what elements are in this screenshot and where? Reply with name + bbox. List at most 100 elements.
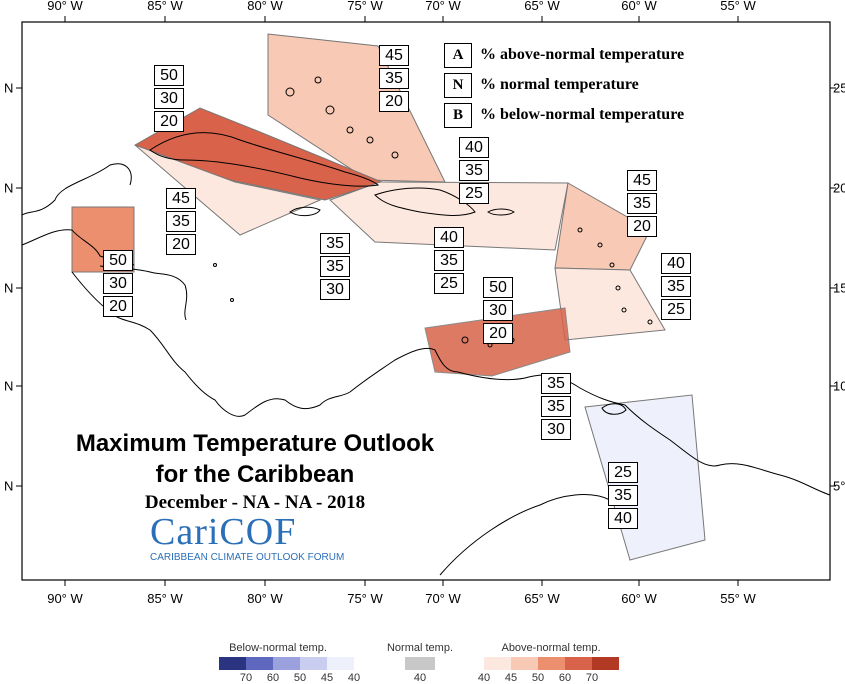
prob-box-cuba: 50 30 20: [154, 65, 184, 132]
prob-above: 40: [661, 253, 691, 274]
lat-tick-left: N: [4, 478, 14, 494]
island-puerto-rico: [487, 208, 515, 216]
colorbar-swatch-above-70: [592, 657, 619, 670]
prob-below: 30: [541, 419, 571, 440]
lat-tick-left: N: [4, 80, 14, 96]
legend-text: % below-normal temperature: [480, 106, 685, 123]
prob-normal: 30: [483, 300, 513, 321]
lon-tick-top: 90° W: [47, 0, 83, 13]
colorbar-label: 70: [239, 672, 253, 684]
legend-row-normal: N % normal temperature: [444, 70, 684, 100]
prob-normal: 35: [459, 160, 489, 181]
legend-letter: A: [444, 42, 472, 68]
coast-central-america: [71, 271, 246, 417]
coast-south-interior: [439, 494, 611, 576]
prob-below: 20: [627, 216, 657, 237]
lon-tick-top: 60° W: [621, 0, 657, 13]
prob-above: 50: [154, 65, 184, 86]
lon-tick-bottom: 90° W: [47, 591, 83, 606]
prob-normal: 35: [320, 256, 350, 277]
colorbar-label: 40: [477, 672, 491, 684]
prob-normal: 35: [608, 485, 638, 506]
lon-tick-bottom: 70° W: [425, 591, 461, 606]
legend-row-below: B % below-normal temperature: [444, 100, 684, 130]
colorbar-label: 40: [413, 672, 427, 684]
prob-above: 50: [483, 277, 513, 298]
prob-box-turks-caicos: 40 35 25: [459, 137, 489, 204]
island-jamaica: [289, 206, 321, 217]
map-title-second-line: for the Caribbean: [155, 461, 355, 488]
lon-tick-top: 85° W: [147, 0, 183, 13]
prob-box-trinidad-tobago: 35 35 30: [541, 373, 571, 440]
prob-box-abc-islands: 50 30 20: [483, 277, 513, 344]
prob-normal: 35: [434, 250, 464, 271]
lon-tick-bottom: 80° W: [247, 591, 283, 606]
colorbar-swatch-above-60: [565, 657, 592, 670]
tick-marks: [16, 16, 836, 586]
colorbar-above-title: Above-normal temp.: [501, 642, 601, 654]
prob-normal: 35: [541, 396, 571, 417]
prob-above: 40: [434, 227, 464, 248]
region-guianas: [584, 394, 706, 561]
lon-tick-bottom: 85° W: [147, 591, 183, 606]
prob-normal: 35: [379, 68, 409, 89]
prob-below: 20: [166, 234, 196, 255]
prob-normal: 35: [661, 276, 691, 297]
prob-below: 20: [379, 91, 409, 112]
legend-text: % above-normal temperature: [480, 46, 685, 63]
colorbar-swatch-below-50: [273, 657, 300, 670]
prob-above: 50: [103, 250, 133, 271]
colorbar-below-title: Below-normal temp.: [229, 642, 327, 654]
prob-above: 45: [166, 188, 196, 209]
lon-tick-top: 80° W: [247, 0, 283, 13]
logo-wordmark: CariCOF: [150, 511, 297, 553]
legend-row-above: A % above-normal temperature: [444, 40, 684, 70]
prob-below: 30: [320, 279, 350, 300]
colorbar-label: 60: [266, 672, 280, 684]
colorbar-label: 50: [293, 672, 307, 684]
lat-tick-right: 25: [833, 80, 845, 96]
legend-letter: B: [444, 102, 472, 128]
lon-tick-bottom: 55° W: [720, 591, 756, 606]
coast-panama: [244, 391, 351, 416]
legend-text: % normal temperature: [480, 76, 639, 93]
forecast-regions: [71, 33, 706, 561]
prob-normal: 35: [166, 211, 196, 232]
probability-legend: A % above-normal temperature N % normal …: [444, 40, 684, 130]
island-trinidad: [601, 403, 627, 415]
prob-above: 25: [608, 462, 638, 483]
caricof-logo: CariCOF CARIBBEAN CLIMATE OUTLOOK FORUM: [150, 512, 350, 563]
lon-tick-bottom: 65° W: [524, 591, 560, 606]
prob-box-belize: 50 30 20: [103, 250, 133, 317]
colorbar-label: 40: [347, 672, 361, 684]
lon-tick-top: 70° W: [425, 0, 461, 13]
region-hispaniola: [329, 181, 569, 251]
prob-above: 45: [379, 45, 409, 66]
logo-subtitle: CARIBBEAN CLIMATE OUTLOOK FORUM: [150, 552, 345, 563]
prob-above: 45: [627, 170, 657, 191]
lat-tick-left: N: [4, 180, 14, 196]
region-bahamas: [267, 33, 446, 183]
prob-above: 35: [541, 373, 571, 394]
prob-box-guianas: 25 35 40: [608, 462, 638, 529]
lon-tick-top: 75° W: [347, 0, 383, 13]
prob-normal: 30: [103, 273, 133, 294]
prob-below: 20: [154, 111, 184, 132]
colorbar-swatch-below-40: [327, 657, 354, 670]
prob-normal: 30: [154, 88, 184, 109]
prob-normal: 35: [627, 193, 657, 214]
legend-letter: N: [444, 72, 472, 98]
forecast-period: December - NA - NA - 2018: [144, 492, 366, 513]
prob-below: 40: [608, 508, 638, 529]
lon-tick-top: 55° W: [720, 0, 756, 13]
colorbar-swatch-below-70: [219, 657, 246, 670]
lat-tick-right: 5°: [833, 478, 845, 494]
map-frame: [21, 21, 831, 581]
island-cuba: [149, 132, 380, 187]
lat-tick-left: N: [4, 280, 14, 296]
lat-tick-right: 15: [833, 280, 845, 296]
colorbar-label: 60: [558, 672, 572, 684]
lat-tick-left: N: [4, 378, 14, 394]
colorbar-swatch-below-60: [246, 657, 273, 670]
